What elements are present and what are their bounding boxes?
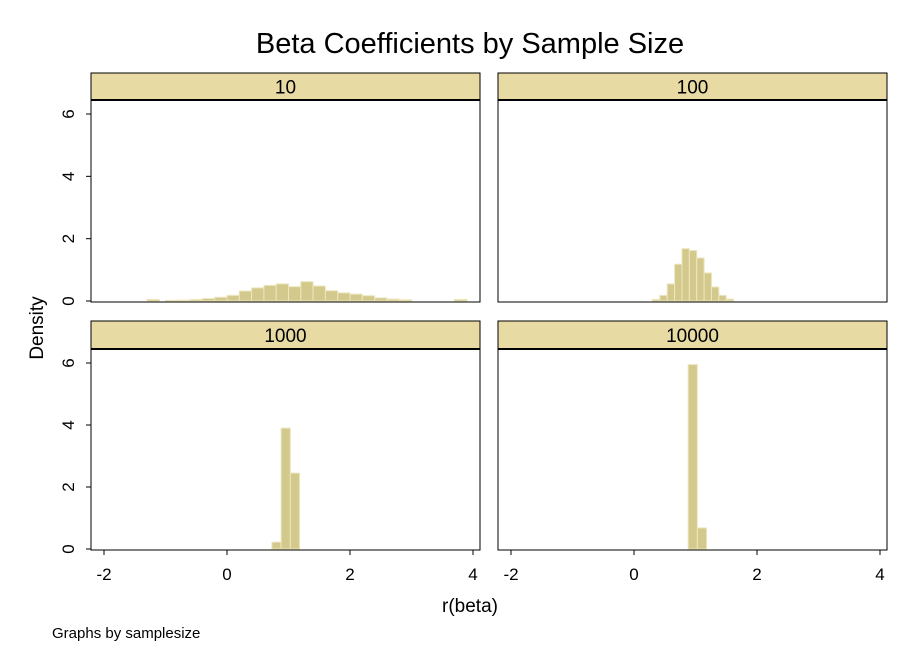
histogram-bar (361, 295, 376, 302)
strip-label: 1000 (264, 326, 306, 347)
histogram-bar (324, 290, 339, 302)
plot-frame (90, 99, 481, 303)
histogram-bar (374, 297, 388, 302)
y-tick-label: 6 (59, 358, 78, 367)
histogram-bar (659, 294, 668, 302)
histogram-bar (177, 299, 191, 302)
y-tick-label: 2 (59, 482, 78, 491)
histogram-bar (349, 293, 363, 302)
y-tick-label: 6 (59, 109, 78, 118)
histogram-bar (251, 287, 265, 302)
strip-label: 100 (677, 78, 709, 99)
histogram-bar (280, 427, 291, 550)
histogram-bar (718, 294, 727, 302)
histogram-bar (271, 541, 282, 550)
histogram-bar (696, 257, 705, 302)
histogram-bar (687, 364, 698, 550)
histogram-bar (398, 299, 413, 302)
x-tick-label: -2 (96, 565, 111, 584)
strip-header (90, 72, 481, 101)
y-tick-label: 4 (59, 420, 78, 429)
histogram-bar (226, 294, 240, 302)
x-tick-label: 2 (345, 565, 354, 584)
histogram-bar (288, 286, 302, 302)
histogram-bar (688, 250, 698, 302)
y-tick-label: 4 (59, 172, 78, 181)
panel-100: 100 (497, 72, 888, 303)
strip-header (497, 72, 888, 101)
histogram-bar (214, 296, 228, 302)
x-tick-label: 0 (629, 565, 638, 584)
y-tick-label: 0 (59, 296, 78, 305)
x-tick-label: 4 (468, 565, 477, 584)
x-tick-label: 0 (222, 565, 231, 584)
histogram-bar (300, 281, 314, 302)
graphs-by-note: Graphs by samplesize (52, 625, 200, 642)
y-tick-label: 0 (59, 544, 78, 553)
histogram-bar (337, 292, 351, 302)
strip-label: 10 (275, 78, 296, 99)
y-axis-label: Density (27, 296, 48, 360)
x-tick-label: -2 (503, 565, 518, 584)
histogram-bar (703, 272, 712, 302)
histogram-bar (189, 298, 203, 302)
x-tick-label: 2 (752, 565, 761, 584)
panel-10000: 10000 -2 0 2 4 (497, 320, 888, 584)
y-tick-label: 2 (59, 234, 78, 243)
histogram-bar (454, 298, 468, 302)
histogram-bar (289, 472, 301, 550)
histogram-bar (238, 290, 253, 302)
chart-title: Beta Coefficients by Sample Size (256, 28, 684, 60)
histogram-bar (312, 285, 326, 302)
histogram-bar (201, 298, 216, 302)
histogram-bar (696, 527, 708, 550)
histogram-bar (725, 298, 735, 302)
histogram-bar (386, 298, 400, 302)
histogram-bar (710, 286, 720, 302)
histogram-bar (275, 283, 290, 302)
histogram-bar (674, 263, 683, 302)
panel-10: 10 0 2 4 6 (59, 72, 481, 306)
x-tick-label: 4 (875, 565, 884, 584)
histogram-bar (651, 298, 661, 302)
x-axis-label: r(beta) (442, 596, 498, 617)
strip-header (497, 320, 888, 350)
histogram-bar (263, 284, 277, 302)
histogram-bar (666, 283, 676, 302)
histogram-bar (681, 248, 690, 302)
panel-1000: 1000 0 2 4 6 -2 0 2 4 (59, 320, 481, 584)
histogram-bar (146, 298, 160, 302)
strip-label: 10000 (666, 326, 719, 347)
histogram-bar (165, 299, 179, 302)
